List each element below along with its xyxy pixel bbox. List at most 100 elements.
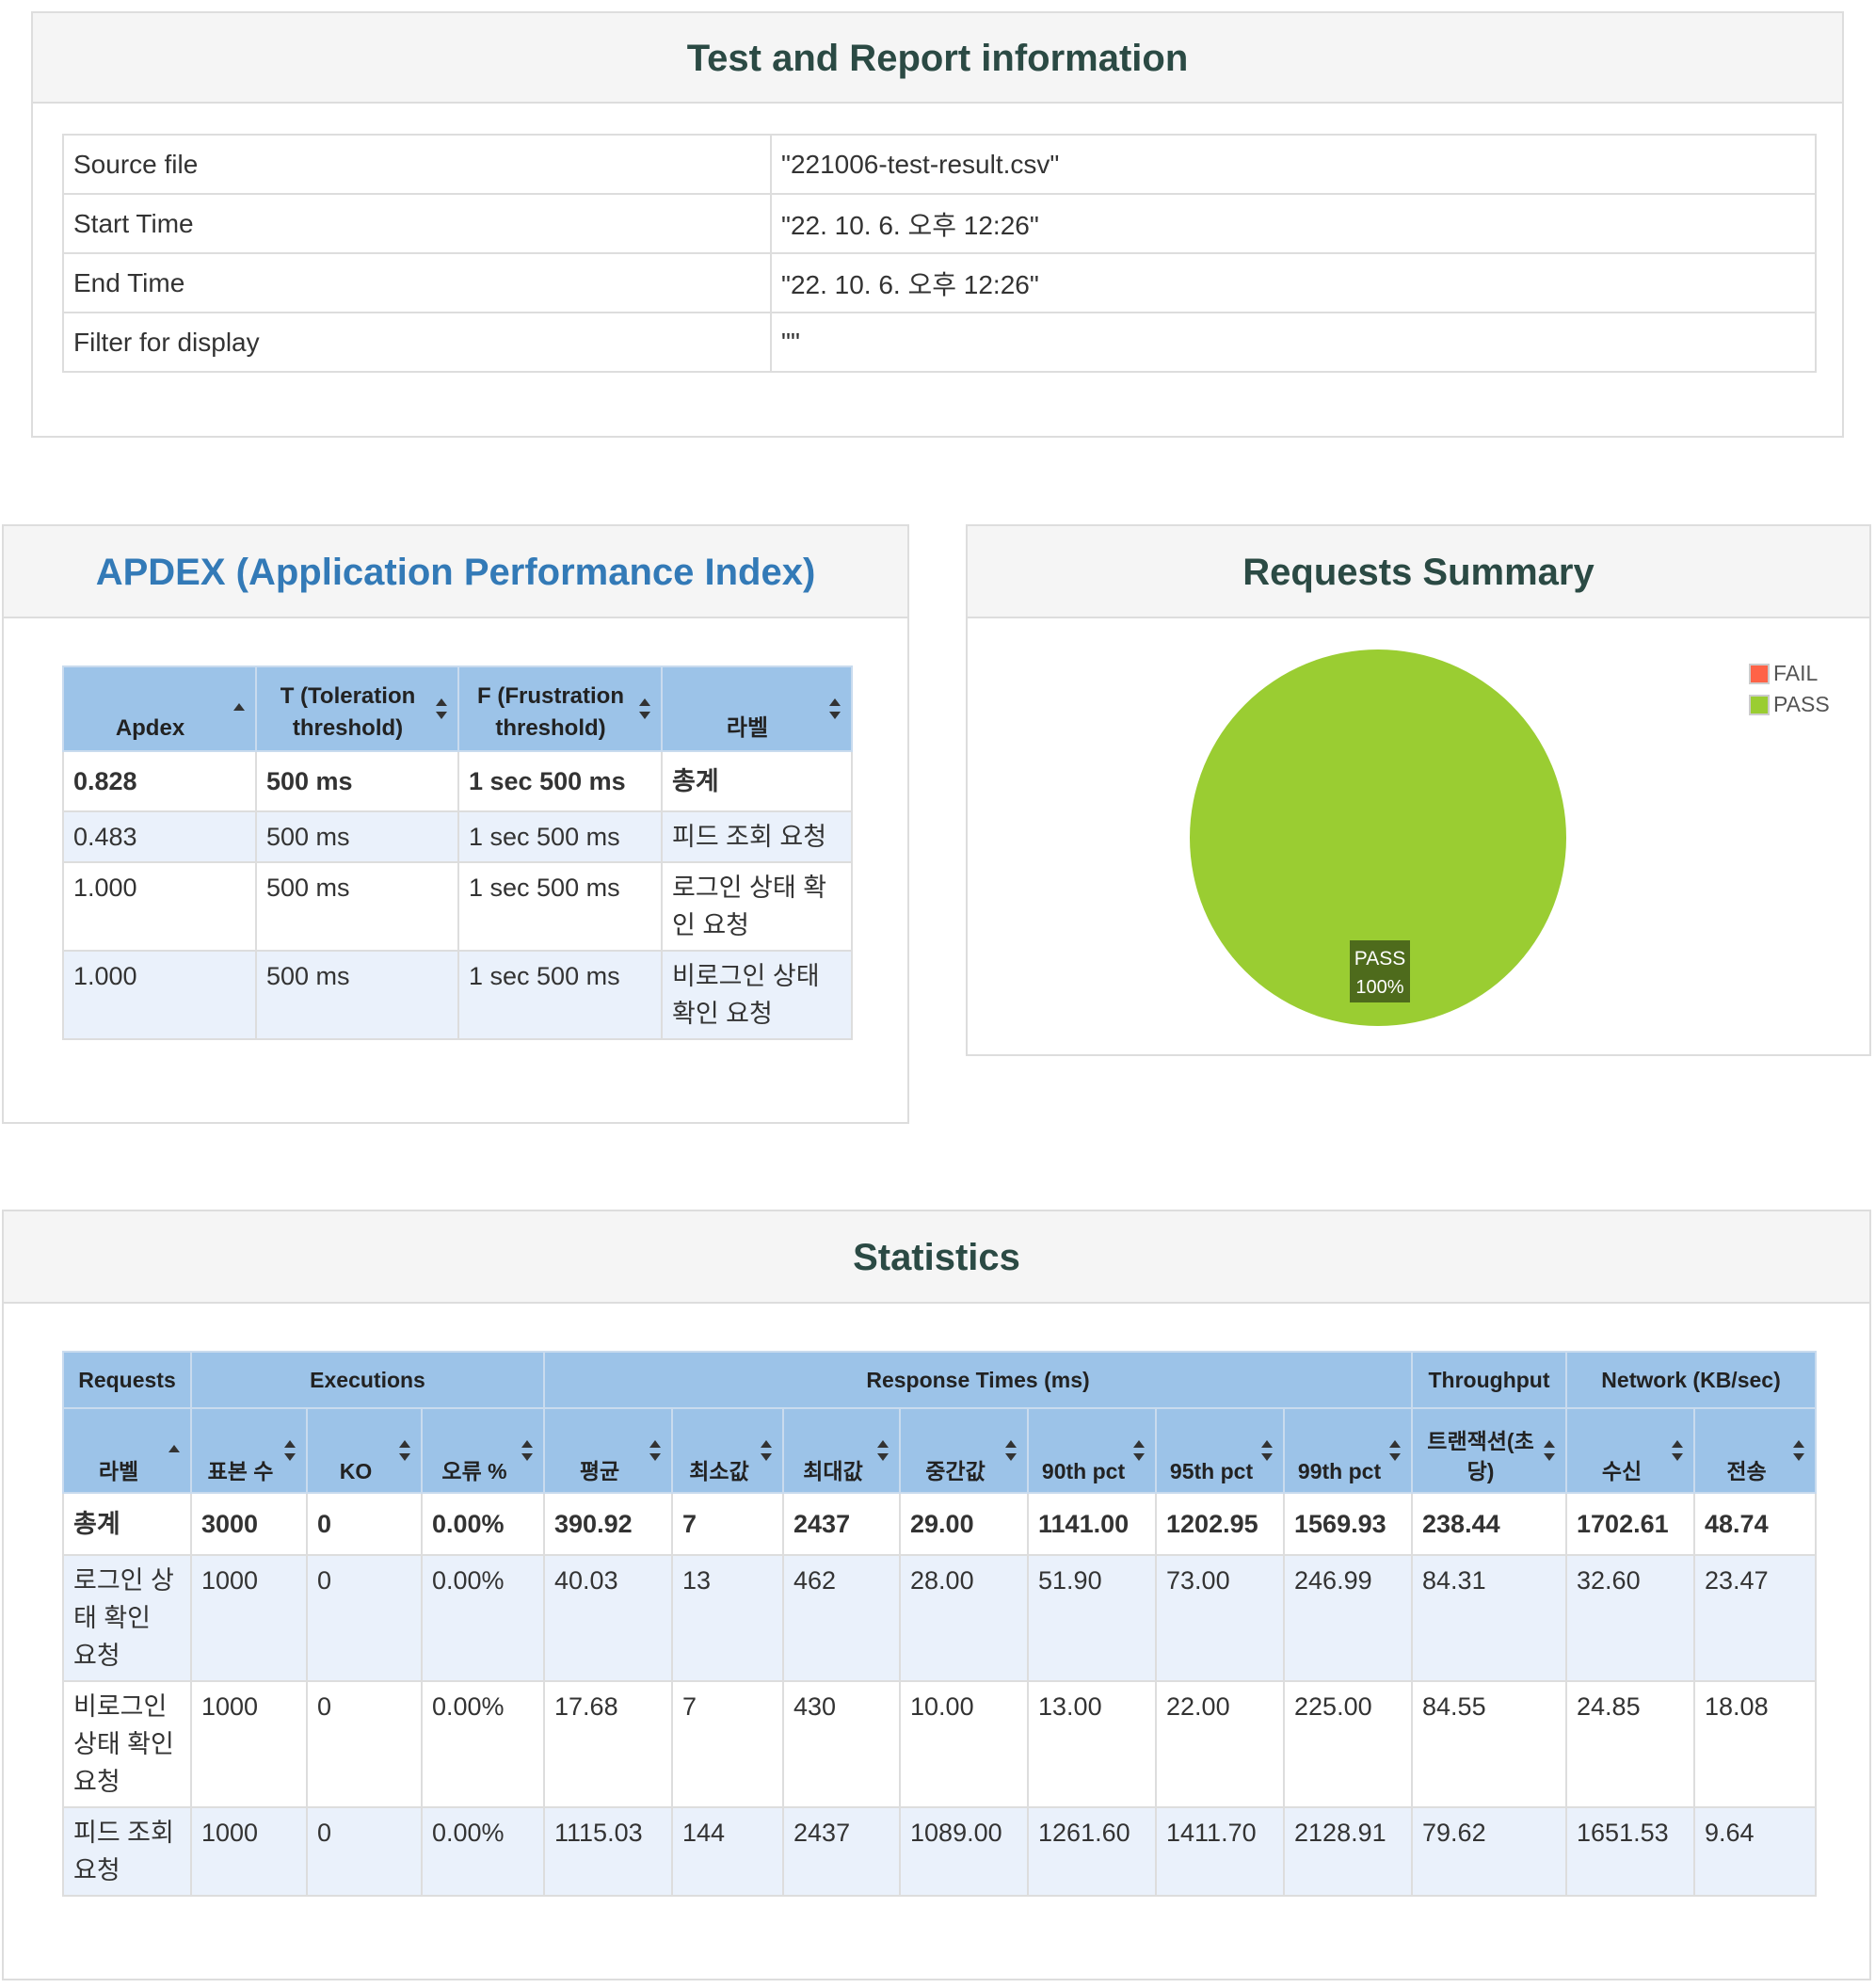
stats-cell: 3000 [190, 1492, 308, 1556]
apdex-cell: 500 ms [255, 861, 459, 952]
column-header-toleration[interactable]: T (Toleration threshold) [255, 665, 459, 752]
apdex-cell: 0.483 [62, 810, 257, 863]
sort-icon [828, 698, 841, 719]
table-row: 1.000 500 ms 1 sec 500 ms 로그인 상태 확인 요청 [62, 861, 853, 952]
info-table: Source file "221006-test-result.csv" Sta… [62, 134, 1817, 373]
table-row: 0.828 500 ms 1 sec 500 ms 총계 [62, 750, 853, 812]
requests-summary-panel: Requests Summary PASS 100% FAIL PASS [966, 524, 1871, 1056]
stats-cell: 238.44 [1411, 1492, 1568, 1556]
chart-legend: FAIL PASS [1749, 658, 1830, 720]
sort-icon [521, 1440, 534, 1461]
column-header-stat[interactable]: 최소값 [671, 1407, 785, 1494]
stats-cell: 18.08 [1693, 1680, 1818, 1808]
stats-cell: 7 [671, 1492, 785, 1556]
column-header-label: KO [339, 1459, 373, 1483]
table-row: 피드 조회 요청 1000 0 0.00% 1115.03 144 2437 1089.00 1… [62, 1806, 1818, 1897]
info-key: Filter for display [62, 312, 772, 373]
legend-item-fail[interactable]: FAIL [1749, 658, 1830, 689]
table-row: 1.000 500 ms 1 sec 500 ms 비로그인 상태 확인 요청 [62, 950, 853, 1040]
requests-pie-chart[interactable]: PASS 100% [968, 618, 1869, 1054]
table-row: End Time "22. 10. 6. 오후 12:26" [62, 252, 1817, 313]
stats-cell: 0 [306, 1806, 423, 1897]
stats-cell: 비로그인 상태 확인 요청 [62, 1680, 192, 1808]
column-header-frustration[interactable]: F (Frustration threshold) [457, 665, 663, 752]
info-value: "22. 10. 6. 오후 12:26" [770, 252, 1817, 313]
column-header-stat[interactable]: 수신 [1565, 1407, 1696, 1494]
slice-label-box [1350, 940, 1410, 1002]
column-header-stat[interactable]: 중간값 [899, 1407, 1030, 1494]
column-header-apdex[interactable]: Apdex [62, 665, 257, 752]
stats-cell: 28.00 [899, 1554, 1030, 1682]
stats-cell: 1651.53 [1565, 1806, 1696, 1897]
stats-cell: 73.00 [1155, 1554, 1286, 1682]
stats-cell: 1261.60 [1027, 1806, 1158, 1897]
info-value: "" [770, 312, 1817, 373]
stats-cell: 1000 [190, 1680, 308, 1808]
column-header-stat[interactable]: 전송 [1693, 1407, 1818, 1494]
slice-percent: 100% [1355, 977, 1403, 998]
stats-cell: 2128.91 [1283, 1806, 1414, 1897]
stats-cell: 2437 [782, 1806, 902, 1897]
apdex-cell: 500 ms [255, 950, 459, 1040]
sort-icon [1004, 1440, 1018, 1461]
column-header-label[interactable]: 라벨 [661, 665, 853, 752]
column-header-stat[interactable]: 라벨 [62, 1407, 192, 1494]
column-header-label: 90th pct [1041, 1459, 1126, 1483]
stats-cell: 0.00% [420, 1554, 546, 1682]
sort-asc-icon [232, 698, 246, 719]
sort-icon [760, 1440, 773, 1461]
table-row: Start Time "22. 10. 6. 오후 12:26" [62, 193, 1817, 254]
table-row: Source file "221006-test-result.csv" [62, 134, 1817, 195]
column-header-stat[interactable]: 90th pct [1027, 1407, 1158, 1494]
apdex-cell: 0.828 [62, 750, 257, 812]
sort-icon [1671, 1440, 1684, 1461]
stats-cell: 24.85 [1565, 1680, 1696, 1808]
column-header-label: 트랜잭션(초당) [1427, 1429, 1534, 1483]
stats-cell: 총계 [62, 1492, 192, 1556]
group-header-requests: Requests [62, 1351, 192, 1409]
apdex-cell: 비로그인 상태 확인 요청 [661, 950, 853, 1040]
stats-cell: 1000 [190, 1554, 308, 1682]
legend-item-pass[interactable]: PASS [1749, 689, 1830, 720]
apdex-cell: 1 sec 500 ms [457, 950, 663, 1040]
legend-swatch [1749, 694, 1770, 715]
column-header-label: 중간값 [925, 1459, 986, 1483]
stats-cell: 1115.03 [543, 1806, 674, 1897]
apdex-cell: 1 sec 500 ms [457, 750, 663, 812]
panel-title: Test and Report information [33, 13, 1842, 104]
column-header-stat[interactable]: 99th pct [1283, 1407, 1414, 1494]
stats-cell: 84.31 [1411, 1554, 1568, 1682]
group-header-executions: Executions [189, 1351, 546, 1409]
pie-slice-pass[interactable] [1190, 649, 1566, 1026]
column-header-stat[interactable]: 95th pct [1155, 1407, 1286, 1494]
stats-cell: 7 [671, 1680, 785, 1808]
panel-title: APDEX (Application Performance Index) [4, 526, 907, 618]
apdex-cell: 1 sec 500 ms [457, 861, 663, 952]
sort-icon [1543, 1440, 1556, 1461]
stats-cell: 9.64 [1693, 1806, 1818, 1897]
column-header-stat[interactable]: 트랜잭션(초당) [1411, 1407, 1568, 1494]
stats-cell: 246.99 [1283, 1554, 1414, 1682]
stats-cell: 0 [306, 1554, 423, 1682]
column-header-stat[interactable]: 표본 수 [190, 1407, 308, 1494]
apdex-cell: 총계 [661, 750, 853, 812]
info-key: Source file [62, 134, 772, 195]
stats-cell: 0 [306, 1492, 423, 1556]
sort-icon [638, 698, 651, 719]
apdex-panel: APDEX (Application Performance Index) Ap… [2, 524, 909, 1124]
stats-cell: 32.60 [1565, 1554, 1696, 1682]
stats-cell: 로그인 상태 확인 요청 [62, 1554, 192, 1682]
column-header-stat[interactable]: 오류 % [420, 1407, 546, 1494]
stats-cell: 22.00 [1155, 1680, 1286, 1808]
column-header-stat[interactable]: KO [306, 1407, 423, 1494]
sort-icon [435, 698, 448, 719]
sort-icon [1132, 1440, 1146, 1461]
column-header-stat[interactable]: 평균 [543, 1407, 674, 1494]
column-header-label: 수신 [1601, 1459, 1643, 1483]
stats-cell: 0.00% [420, 1680, 546, 1808]
stats-cell: 1411.70 [1155, 1806, 1286, 1897]
table-row: 비로그인 상태 확인 요청 1000 0 0.00% 17.68 7 430 10.00 13.… [62, 1680, 1818, 1808]
legend-swatch [1749, 663, 1770, 684]
column-header-stat[interactable]: 최대값 [782, 1407, 902, 1494]
apdex-cell: 500 ms [255, 810, 459, 863]
